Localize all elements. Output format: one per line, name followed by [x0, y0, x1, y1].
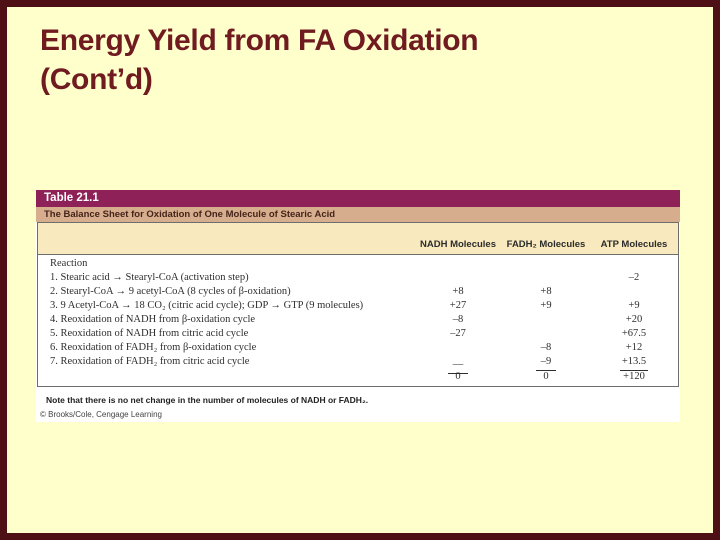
nadh-cell [414, 271, 502, 285]
totals-spacer [38, 369, 414, 384]
reaction-cell: 7. Reoxidation of FADH₂ from citric acid… [50, 356, 250, 367]
copyright-text: © Brooks/Cole, Cengage Learning [40, 410, 162, 419]
sum-line-dash: — [448, 358, 468, 374]
table-footnote: Note that there is no net change in the … [46, 395, 369, 405]
fadh2-cell [502, 327, 590, 341]
reaction-cell: 6. Reoxidation of FADH₂ from β-oxidation… [50, 342, 257, 353]
column-header-nadh: NADH Molecules [419, 239, 496, 250]
reaction-cell: 5. Reoxidation of NADH from citric acid … [50, 328, 249, 339]
column-header-fadh2: FADH₂ Molecules [506, 239, 586, 250]
column-header-row: NADH Molecules FADH₂ Molecules ATP Molec… [38, 223, 678, 255]
empty-cell [502, 257, 590, 271]
atp-cell: +20 [625, 314, 643, 325]
atp-cell [590, 285, 678, 299]
table-label-bar: Table 21.1 [36, 190, 680, 207]
atp-total: +120 [623, 371, 645, 382]
table-box: NADH Molecules FADH₂ Molecules ATP Molec… [37, 222, 679, 387]
totals-row: 0 0 +120 [38, 369, 678, 384]
table-row: 1. Stearic acid → Stearyl-CoA (activatio… [38, 271, 678, 285]
atp-cell: +67.5 [621, 328, 647, 339]
table-row: 3. 9 Acetyl-CoA → 18 CO₂ (citric acid cy… [38, 299, 678, 313]
fadh2-total: 0 [543, 371, 549, 382]
nadh-cell: +8 [452, 286, 464, 297]
table-subtitle-bar: The Balance Sheet for Oxidation of One M… [36, 207, 680, 222]
reaction-header-row: Reaction [38, 257, 678, 271]
fadh2-cell: –8 [540, 342, 552, 353]
table-row: 4. Reoxidation of NADH from β-oxidation … [38, 313, 678, 327]
page-title: Energy Yield from FA Oxidation (Cont’d) [40, 21, 479, 99]
page-title-line2: (Cont’d) [40, 63, 153, 96]
fadh2-cell: +8 [540, 286, 552, 297]
sum-value: –9 [536, 355, 556, 371]
atp-cell: +12 [625, 342, 643, 353]
fadh2-cell: –9 [502, 355, 590, 371]
reaction-cell: 2. Stearyl-CoA → 9 acetyl-CoA (8 cycles … [50, 286, 291, 297]
table-row: 6. Reoxidation of FADH₂ from β-oxidation… [38, 341, 678, 355]
fadh2-cell [502, 313, 590, 327]
reaction-cell: 1. Stearic acid → Stearyl-CoA (activatio… [50, 272, 249, 283]
table-row: 5. Reoxidation of NADH from citric acid … [38, 327, 678, 341]
empty-cell [414, 257, 502, 271]
atp-cell: –2 [628, 272, 640, 283]
nadh-cell [414, 341, 502, 355]
nadh-cell: –8 [452, 314, 464, 325]
nadh-cell: — [414, 355, 502, 374]
nadh-total: 0 [455, 371, 461, 382]
reaction-header: Reaction [50, 258, 88, 269]
table-row-with-sum-line: 7. Reoxidation of FADH₂ from citric acid… [38, 355, 678, 374]
fadh2-cell [502, 271, 590, 285]
empty-cell [590, 257, 678, 271]
table-row: 2. Stearyl-CoA → 9 acetyl-CoA (8 cycles … [38, 285, 678, 299]
table-panel: Table 21.1 The Balance Sheet for Oxidati… [36, 190, 680, 422]
atp-cell: +13.5 [590, 355, 678, 371]
table-body: Reaction 1. Stearic acid → Stearyl-CoA (… [38, 255, 678, 386]
fadh2-cell: +9 [540, 300, 552, 311]
sum-value: +13.5 [619, 355, 649, 371]
nadh-cell: +27 [449, 300, 467, 311]
reaction-cell: 4. Reoxidation of NADH from β-oxidation … [50, 314, 256, 325]
column-header-atp: ATP Molecules [600, 239, 668, 250]
page-title-line1: Energy Yield from FA Oxidation [40, 24, 479, 57]
nadh-cell: –27 [450, 328, 466, 339]
reaction-cell: 3. 9 Acetyl-CoA → 18 CO₂ (citric acid cy… [50, 300, 364, 311]
atp-cell: +9 [628, 300, 640, 311]
